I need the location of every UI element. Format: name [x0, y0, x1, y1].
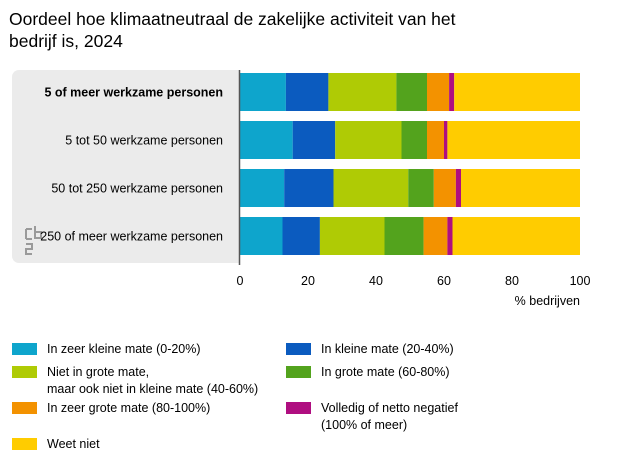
cbs-logo-icon	[25, 226, 42, 255]
plot-panel-join	[200, 70, 240, 263]
bar-segment-4-1	[240, 217, 283, 255]
bar-segment-1-7	[454, 73, 580, 111]
x-tick-label: 80	[505, 274, 519, 288]
bar-segment-4-6	[447, 217, 453, 255]
bar-segment-4-7	[452, 217, 580, 255]
x-tick-label: 40	[369, 274, 383, 288]
x-tick-label: 100	[570, 274, 591, 288]
x-axis-label: % bedrijven	[515, 294, 580, 308]
bar-segment-3-7	[461, 169, 580, 207]
bar-segment-2-1	[240, 121, 293, 159]
bars-group	[240, 73, 580, 255]
category-label: 5 of meer werkzame personen	[44, 86, 223, 100]
x-tick-labels: 0 20 40 60 80 100	[237, 274, 591, 288]
category-label: 250 of meer werkzame personen	[40, 230, 223, 244]
bar-segment-1-3	[328, 73, 397, 111]
bar-segment-4-2	[282, 217, 320, 255]
bar-segment-2-2	[292, 121, 336, 159]
bar-segment-3-1	[240, 169, 285, 207]
bar-segment-3-6	[455, 169, 461, 207]
bar-segment-3-5	[433, 169, 456, 207]
chart-title: Oordeel hoe klimaatneutraal de zakelijke…	[9, 9, 456, 51]
bar-segment-1-6	[449, 73, 455, 111]
bar-segment-2-3	[335, 121, 402, 159]
category-labels: 5 of meer werkzame personen 5 tot 50 werk…	[40, 86, 223, 244]
bar-segment-4-5	[423, 217, 448, 255]
bar-segment-2-7	[447, 121, 580, 159]
bar-segment-3-2	[284, 169, 334, 207]
x-tick-label: 20	[301, 274, 315, 288]
x-tick-label: 0	[237, 274, 244, 288]
bar-segment-2-6	[444, 121, 448, 159]
category-label: 5 tot 50 werkzame personen	[65, 134, 223, 148]
plot-panel	[12, 70, 240, 263]
bar-segment-1-5	[427, 73, 450, 111]
bar-segment-4-3	[319, 217, 385, 255]
bar-segment-2-4	[401, 121, 427, 159]
bar-segment-4-4	[384, 217, 424, 255]
bar-segment-3-4	[408, 169, 434, 207]
x-tick-label: 60	[437, 274, 451, 288]
bar-segment-3-3	[333, 169, 409, 207]
bar-segment-1-1	[240, 73, 286, 111]
category-label: 50 tot 250 werkzame personen	[51, 182, 223, 196]
bar-segment-1-2	[285, 73, 329, 111]
bar-segment-2-5	[427, 121, 444, 159]
bar-segment-1-4	[396, 73, 427, 111]
